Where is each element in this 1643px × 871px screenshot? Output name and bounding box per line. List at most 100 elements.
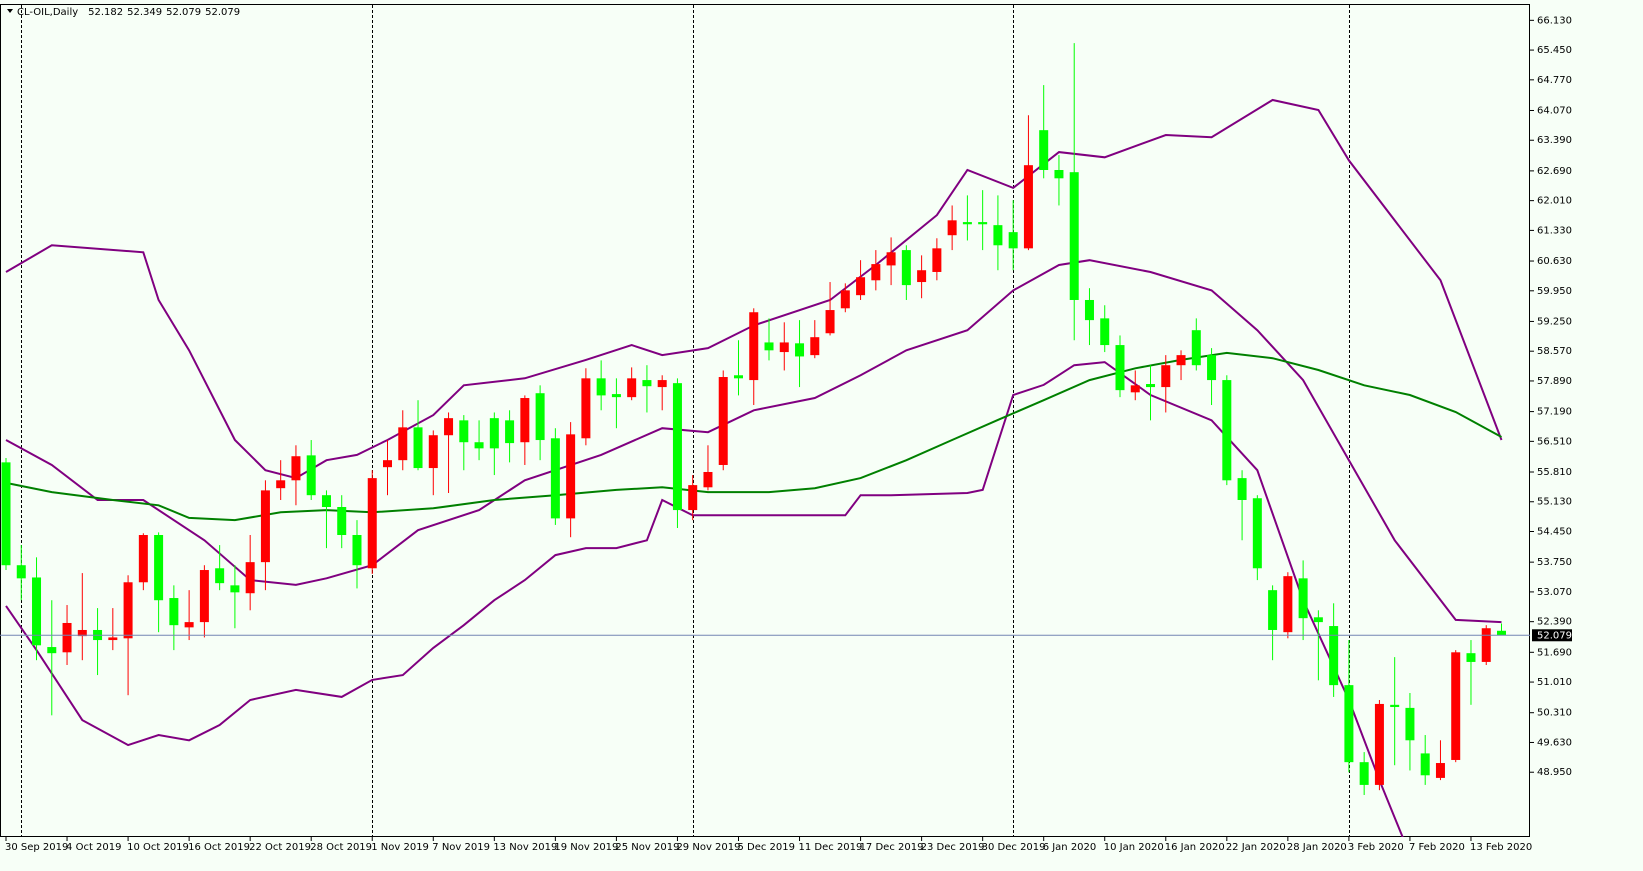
candle-body [77,629,87,637]
candle-body [993,225,1003,246]
candle-body [1329,626,1339,686]
x-tick-label: 3 Feb 2020 [1348,842,1404,853]
candle-body [779,342,789,353]
candle-body [1115,345,1125,391]
candle-body [154,535,164,601]
candle-body [123,582,133,639]
candle-body [947,220,957,236]
grid-layer [21,5,1350,837]
indicator-line [5,98,1503,480]
candle-body [276,480,286,489]
candle-body [550,438,560,519]
candle-body [1084,299,1094,321]
candle-body [1497,630,1506,636]
candle-body [489,418,499,449]
candle-body [749,312,759,381]
y-tick-label: 56.510 [1537,436,1572,447]
candle-body [1283,576,1293,633]
candle-body [1069,172,1079,300]
candle-body [1176,355,1186,366]
candle-body [474,442,484,449]
candle-body [1466,653,1476,662]
candle-body [32,577,42,646]
candle-body [138,535,148,583]
candle-body [810,337,820,356]
candle-body [16,565,26,579]
x-tick-label: 30 Sep 2019 [5,842,68,853]
axes-layer: 66.130 65.450 64.770 64.070 63.390 62.690 62.0… [5,15,1572,853]
candle-body [1405,707,1415,741]
x-tick-label: 7 Nov 2019 [432,842,490,853]
candle-body [856,277,866,296]
candle-body [505,420,515,444]
y-tick-label: 62.010 [1537,196,1572,207]
x-tick-label: 13 Nov 2019 [493,842,557,853]
x-tick-label: 28 Oct 2019 [310,842,372,853]
candle-body [581,378,591,439]
x-tick-label: 22 Jan 2020 [1226,842,1286,853]
candle-body [840,290,850,309]
y-tick-label: 54.450 [1537,527,1572,538]
y-tick-label: 57.890 [1537,376,1572,387]
candle-body [917,270,927,283]
x-tick-label: 19 Nov 2019 [554,842,618,853]
x-tick-label: 5 Dec 2019 [737,842,795,853]
candle-body [1252,498,1262,569]
candle-body [718,377,728,465]
candle-body [657,380,667,388]
candle-body [733,375,743,379]
candle-body [886,252,896,266]
current-price-label: 52.079 [1537,630,1572,641]
candle-body [47,647,57,654]
header-open: 52.182 [88,7,123,18]
candle-body [337,507,347,536]
candle-body [1390,704,1400,708]
y-tick-label: 64.770 [1537,75,1572,86]
x-tick-label: 17 Dec 2019 [860,842,924,853]
candle-body [108,637,118,641]
y-tick-label: 51.690 [1537,647,1572,658]
y-tick-label: 59.950 [1537,286,1572,297]
x-tick-label: 30 Dec 2019 [982,842,1046,853]
candle-body [1222,380,1232,481]
candle-body [1313,617,1323,623]
candle-body [413,427,423,469]
y-tick-label: 61.330 [1537,225,1572,236]
candle-body [428,435,438,469]
candle-body [1359,762,1369,785]
y-tick-label: 59.250 [1537,316,1572,327]
x-tick-label: 29 Nov 2019 [676,842,740,853]
candle-body [1191,330,1201,366]
candle-body [566,434,576,519]
candle-body [1298,578,1308,619]
x-tick-label: 1 Nov 2019 [371,842,429,853]
candle-body [1,462,11,566]
x-tick-label: 23 Dec 2019 [921,842,985,853]
candle-body [1344,685,1354,763]
candle-body [62,622,72,653]
candle-body [871,264,881,281]
candle-body [184,622,194,628]
candle-body [932,248,942,272]
x-tick-label: 28 Jan 2020 [1287,842,1347,853]
candle-body [444,418,454,436]
y-tick-label: 55.130 [1537,497,1572,508]
candle-body [367,478,377,569]
y-tick-label: 57.190 [1537,407,1572,418]
y-tick-label: 62.690 [1537,166,1572,177]
header-close: 52.079 [205,7,240,18]
candle-body [1237,478,1247,500]
candle-body [688,485,698,511]
x-tick-label: 6 Jan 2020 [1043,842,1097,853]
x-tick-label: 16 Jan 2020 [1165,842,1225,853]
y-tick-label: 65.450 [1537,45,1572,56]
candle-body [291,456,301,481]
plot-area [0,43,1530,837]
y-tick-label: 48.950 [1537,767,1572,778]
candle-body [230,585,240,593]
candle-body [1146,384,1156,388]
menu-arrow[interactable] [7,9,13,13]
chart-title: CL-OIL,Daily [17,7,78,18]
